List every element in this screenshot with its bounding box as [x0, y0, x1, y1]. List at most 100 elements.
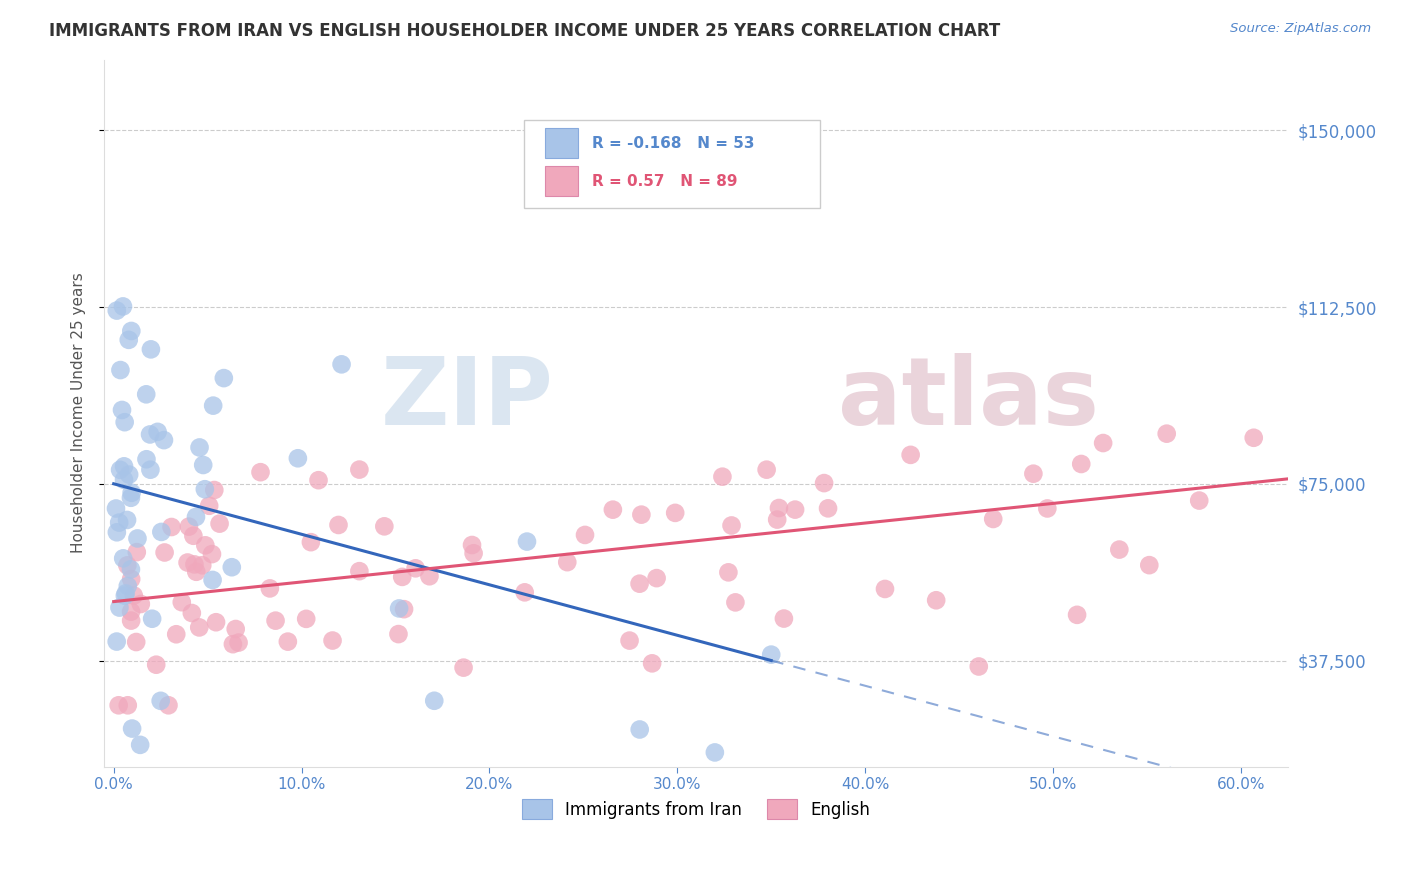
Point: [295, 612, 318, 626]
Point: [139, 463, 162, 477]
Point: [201, 547, 224, 561]
Point: [104, 501, 127, 516]
Point: [228, 635, 250, 649]
Point: [105, 525, 128, 540]
Point: [1108, 542, 1130, 557]
Point: [176, 556, 198, 570]
Point: [768, 501, 790, 516]
Point: [516, 534, 538, 549]
Point: [900, 448, 922, 462]
Point: [135, 452, 157, 467]
Point: [114, 586, 136, 600]
Point: [141, 612, 163, 626]
Point: [1243, 431, 1265, 445]
Point: [555, 555, 578, 569]
Point: [202, 399, 225, 413]
Point: [105, 634, 128, 648]
FancyBboxPatch shape: [544, 128, 578, 158]
Point: [115, 513, 138, 527]
Point: [619, 633, 641, 648]
Point: [717, 566, 740, 580]
Point: [349, 462, 371, 476]
Point: [513, 585, 536, 599]
Point: [127, 532, 149, 546]
Text: ZIP: ZIP: [381, 353, 554, 445]
Point: [817, 501, 839, 516]
Point: [630, 508, 652, 522]
Point: [1156, 426, 1178, 441]
Point: [785, 502, 807, 516]
Point: [287, 451, 309, 466]
Point: [194, 482, 217, 496]
Point: [108, 600, 131, 615]
Point: [628, 576, 651, 591]
Point: [711, 469, 734, 483]
Point: [373, 519, 395, 533]
Point: [423, 694, 446, 708]
Point: [149, 694, 172, 708]
Point: [1022, 467, 1045, 481]
Point: [208, 516, 231, 531]
Point: [150, 524, 173, 539]
Point: [453, 660, 475, 674]
Point: [198, 499, 221, 513]
Point: [114, 589, 136, 603]
Point: [139, 427, 162, 442]
Point: [349, 564, 371, 578]
Point: [463, 546, 485, 560]
Point: [117, 698, 139, 713]
Point: [117, 579, 139, 593]
Point: [1137, 558, 1160, 573]
Point: [129, 597, 152, 611]
Point: [120, 614, 142, 628]
Point: [157, 698, 180, 713]
Point: [277, 634, 299, 648]
Point: [201, 573, 224, 587]
Point: [308, 473, 330, 487]
Point: [194, 538, 217, 552]
Point: [160, 520, 183, 534]
Point: [183, 558, 205, 572]
Point: [1092, 436, 1115, 450]
Point: [129, 738, 152, 752]
Point: [120, 491, 142, 505]
Point: [112, 473, 135, 487]
Point: [418, 569, 440, 583]
Point: [183, 529, 205, 543]
Point: [112, 459, 135, 474]
Point: [981, 512, 1004, 526]
Point: [191, 558, 214, 573]
Point: [628, 723, 651, 737]
Point: [392, 602, 415, 616]
Point: [391, 570, 413, 584]
Y-axis label: Householder Income Under 25 years: Householder Income Under 25 years: [72, 273, 86, 553]
Point: [205, 615, 228, 630]
Text: R = -0.168   N = 53: R = -0.168 N = 53: [592, 136, 755, 151]
Point: [125, 635, 148, 649]
Point: [222, 637, 245, 651]
Text: IMMIGRANTS FROM IRAN VS ENGLISH HOUSEHOLDER INCOME UNDER 25 YEARS CORRELATION CH: IMMIGRANTS FROM IRAN VS ENGLISH HOUSEHOL…: [49, 22, 1001, 40]
Point: [153, 433, 176, 447]
Point: [755, 463, 778, 477]
Point: [112, 551, 135, 566]
Point: [193, 458, 215, 472]
Point: [107, 698, 129, 713]
FancyBboxPatch shape: [544, 166, 578, 196]
Point: [122, 589, 145, 603]
Point: [405, 561, 427, 575]
Point: [121, 485, 143, 500]
Point: [117, 558, 139, 573]
Point: [188, 441, 211, 455]
Point: [388, 601, 411, 615]
Point: [118, 333, 141, 347]
Point: [299, 535, 322, 549]
Point: [813, 476, 835, 491]
FancyBboxPatch shape: [524, 120, 820, 208]
Point: [724, 595, 747, 609]
Point: [120, 572, 142, 586]
Point: [873, 582, 896, 596]
Point: [202, 483, 225, 497]
Point: [188, 620, 211, 634]
Point: [1036, 501, 1059, 516]
Point: [105, 303, 128, 318]
